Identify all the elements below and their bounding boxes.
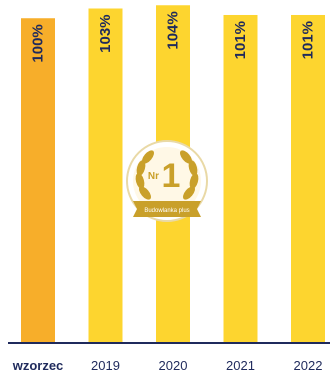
data-label-2019: 103% [97,14,114,52]
badge-caption: Budowlanka plus [144,208,189,214]
data-label-2020: 104% [165,11,182,49]
category-label-wzorzec: wzorzec [12,358,64,373]
badge-number: 1 [162,157,181,195]
bar-2019 [88,8,123,343]
category-label-2020: 2020 [159,358,188,373]
data-label-2022: 101% [300,21,317,59]
bar-2021 [223,14,258,343]
bar-2022 [291,14,325,343]
category-labels-group: wzorzec 2019 2020 2021 2022 [12,358,323,373]
category-label-2022: 2022 [294,358,323,373]
data-label-2021: 101% [232,21,249,59]
number-one-laurel-badge-icon: Nr 1 Budowlanka plus [126,140,208,222]
bar-wzorzec [21,18,55,343]
category-label-2021: 2021 [226,358,255,373]
badge-number-prefix: Nr [148,171,159,182]
data-label-wzorzec: 100% [30,24,47,62]
category-label-2019: 2019 [91,358,120,373]
bars-group: 100% 103% 104% 101% 101% [21,5,325,343]
